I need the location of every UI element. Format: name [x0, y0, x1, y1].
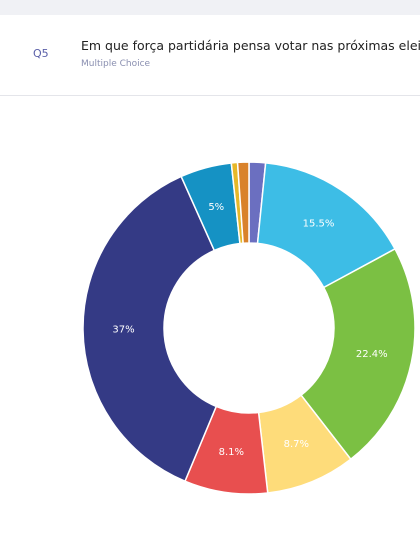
question-text: Em que força partidária pensa votar nas …	[81, 38, 420, 53]
donut-segment	[256, 162, 396, 289]
question-number: Q5	[33, 47, 49, 60]
donut-segment	[236, 161, 250, 245]
value-label: 8.7%	[284, 439, 309, 450]
value-label: 15.5%	[303, 219, 335, 230]
value-label: 5%	[208, 202, 224, 213]
question-type: Multiple Choice	[81, 59, 151, 69]
question-header: Q5 Em que força partidária pensa votar n…	[0, 15, 420, 96]
donut-segment	[82, 175, 218, 483]
value-label: 22.4%	[356, 349, 388, 360]
donut-segment	[300, 247, 416, 461]
value-label: 37%	[112, 325, 134, 336]
value-label: 8.1%	[219, 447, 244, 458]
